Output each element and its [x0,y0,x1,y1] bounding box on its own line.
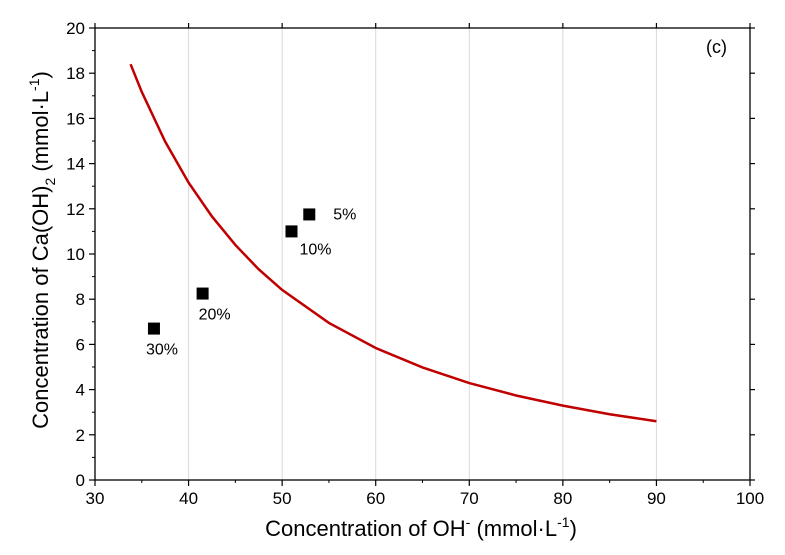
ticks-layer: 30 40 50 60 70 80 90 100 0 2 4 6 8 10 12 14 16 18 20 [66,19,764,508]
y-tick-label-20: 20 [66,19,85,38]
panel-label: (c) [706,37,727,57]
y-axis-title: Concentration of Ca(OH)2 (mmol·L-1) [26,71,58,429]
data-label-10pct: 10% [300,241,332,258]
data-label-5pct: 5% [333,206,356,223]
x-tick-label-90: 90 [647,489,666,508]
x-tick-label-100: 100 [736,489,764,508]
data-point-10pct [285,225,298,238]
y-tick-label-4: 4 [76,381,85,400]
x-tick-label-40: 40 [179,489,198,508]
curve-layer [129,63,657,423]
x-axis-title-sup: - [466,514,471,530]
x-tick-label-70: 70 [460,489,479,508]
points-layer: 5% 10% 20% 30% [146,206,356,358]
x-tick-label-50: 50 [273,489,292,508]
y-axis-title-main: Concentration of Ca(OH) [28,186,53,429]
x-tick-label-60: 60 [366,489,385,508]
y-tick-label-16: 16 [66,109,85,128]
y-tick-label-6: 6 [76,335,85,354]
y-tick-label-8: 8 [76,290,85,309]
y-tick-label-2: 2 [76,426,85,445]
x-tick-label-30: 30 [86,489,105,508]
y-tick-label-0: 0 [76,471,85,490]
solubility-curve-line [129,63,657,423]
x-axis-title-main: Concentration of OH [265,516,466,541]
y-axis-title-unit-close: ) [28,71,53,78]
y-axis-title-unit-open: (mmol·L [28,91,53,178]
x-axis-title-unit-close: ) [570,516,577,541]
data-point-20pct [196,287,209,300]
y-tick-label-10: 10 [66,245,85,264]
x-axis-title-unit-open: (mmol·L [470,516,557,541]
y-tick-label-18: 18 [66,64,85,83]
y-axis-title-sub: 2 [42,178,58,186]
y-axis-title-unit-sup: -1 [26,78,42,91]
data-point-30pct [147,322,160,335]
x-tick-label-80: 80 [553,489,572,508]
y-tick-label-12: 12 [66,200,85,219]
data-label-30pct: 30% [146,342,178,359]
data-label-20pct: 20% [199,307,231,324]
x-axis-title: Concentration of OH- (mmol·L-1) [265,514,577,541]
axes-layer [94,27,751,481]
grid-lines [188,28,657,480]
plot-frame [94,27,751,481]
x-axis-title-unit-sup: -1 [557,514,570,530]
y-tick-label-14: 14 [66,155,85,174]
data-point-5pct [303,208,316,221]
